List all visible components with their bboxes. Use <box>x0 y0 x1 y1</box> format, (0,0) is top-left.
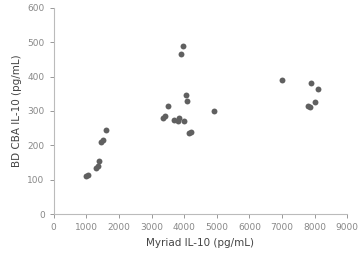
Point <box>309 81 314 86</box>
Point <box>185 99 190 103</box>
Point <box>165 104 171 108</box>
Y-axis label: BD CBA IL-10 (pg/mL): BD CBA IL-10 (pg/mL) <box>12 55 22 167</box>
Point <box>95 164 101 168</box>
Point <box>180 44 185 48</box>
Point <box>305 104 311 108</box>
Point <box>211 109 216 113</box>
Point <box>307 105 313 110</box>
Point <box>175 119 180 123</box>
Point <box>312 100 318 104</box>
Point <box>93 165 99 170</box>
Point <box>183 93 189 98</box>
X-axis label: Myriad IL-10 (pg/mL): Myriad IL-10 (pg/mL) <box>146 238 255 248</box>
Point <box>162 114 168 118</box>
Point <box>178 52 184 56</box>
Point <box>97 159 102 163</box>
Point <box>103 128 109 132</box>
Point <box>85 173 91 177</box>
Point <box>160 116 166 120</box>
Point <box>181 119 187 123</box>
Point <box>98 140 104 144</box>
Point <box>176 116 182 120</box>
Point <box>315 86 321 91</box>
Point <box>188 129 194 134</box>
Point <box>279 78 285 82</box>
Point <box>171 117 177 122</box>
Point <box>186 131 192 135</box>
Point <box>100 138 106 142</box>
Point <box>83 174 89 178</box>
